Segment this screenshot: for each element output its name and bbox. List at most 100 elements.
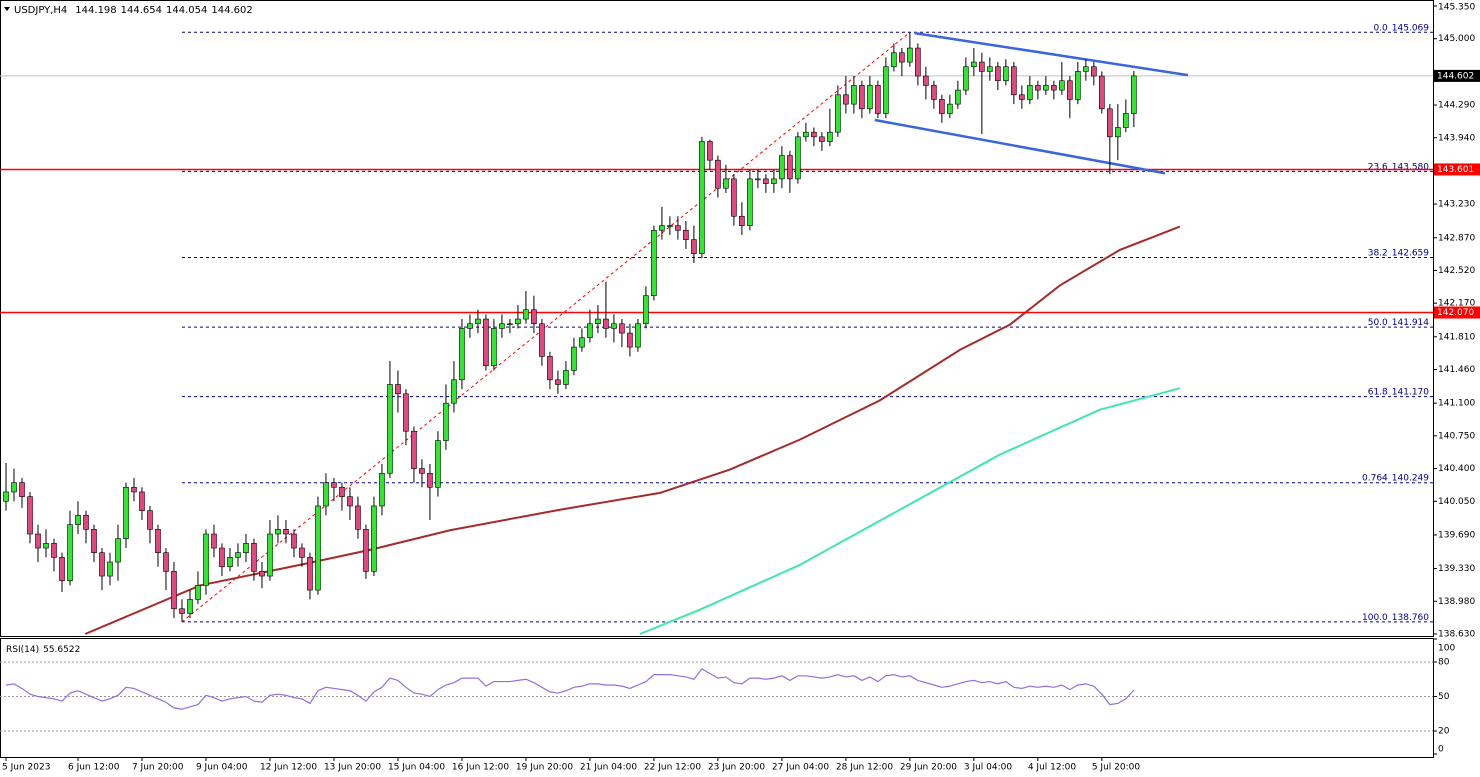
y-tick-label: 138.980 <box>1438 597 1475 607</box>
rsi-y-tick-label: 80 <box>1438 658 1450 668</box>
candle-body <box>323 482 329 507</box>
rsi-plot <box>0 661 1433 732</box>
candle-body <box>1019 94 1025 100</box>
candle-body <box>179 608 185 614</box>
fib-ratio: 38.2 <box>1368 248 1388 258</box>
candle-body <box>411 430 417 469</box>
ohlc-value: 144.054 <box>166 5 207 16</box>
fib-anchor-line <box>181 31 911 623</box>
y-tick-label: 143.230 <box>1438 200 1475 210</box>
fib-level-label: 23.6 143.580 <box>1368 162 1430 172</box>
candle-body <box>147 510 153 530</box>
candle-body <box>371 505 377 572</box>
candle-body <box>715 159 721 189</box>
candle-body <box>835 94 841 133</box>
fib-price: 141.170 <box>1392 387 1429 397</box>
candle-body <box>1115 127 1121 138</box>
candle-body <box>123 486 129 539</box>
candle-body <box>1099 75 1105 110</box>
x-tick-label: 5 Jun 2023 <box>2 763 50 773</box>
candle-body <box>187 599 193 614</box>
candle-body <box>859 85 865 110</box>
y-tick-label: 141.100 <box>1438 399 1475 409</box>
candle-body <box>315 505 321 591</box>
rsi-y-tick-label: 20 <box>1438 727 1450 737</box>
candle-body <box>1027 85 1033 100</box>
candle-body <box>907 47 913 63</box>
candle-body <box>307 557 313 591</box>
y-tick-label: 139.330 <box>1438 564 1475 574</box>
x-tick-label: 3 Jul 04:00 <box>964 763 1013 773</box>
candle-body <box>51 543 57 558</box>
x-tick-label: 23 Jun 20:00 <box>708 763 765 773</box>
candle-body <box>851 85 857 105</box>
candle-body <box>971 61 977 68</box>
candle-body <box>11 482 17 493</box>
level-price-box <box>1434 163 1480 176</box>
candle-body <box>363 529 369 572</box>
candle-body <box>563 370 569 385</box>
candle-body <box>339 486 345 497</box>
candle-body <box>195 585 201 600</box>
rsi-value: 55.6522 <box>43 645 80 655</box>
y-tick-label: 142.170 <box>1438 299 1475 309</box>
candle-body <box>899 52 905 63</box>
candle-body <box>259 571 265 577</box>
rsi-title: RSI(14) <box>6 645 39 655</box>
candle-body <box>843 94 849 105</box>
candle-body <box>923 75 929 86</box>
candle-body <box>243 543 249 553</box>
candle-body <box>347 496 353 507</box>
candle-body <box>27 496 33 535</box>
fib-ratio: 0.0 <box>1373 23 1388 33</box>
candle-body <box>91 529 97 553</box>
y-tick-label: 145.000 <box>1438 34 1475 44</box>
x-tick-label: 7 Jun 20:00 <box>132 763 184 773</box>
candle-body <box>491 328 497 367</box>
candle-body <box>523 309 529 320</box>
y-tick-label: 140.050 <box>1438 497 1475 507</box>
fib-level-label: 0.0 145.069 <box>1373 23 1429 33</box>
candle-body <box>211 533 217 549</box>
fib-ratio: 0.764 <box>1362 473 1388 483</box>
candle-body <box>1067 80 1073 100</box>
candle-body <box>539 323 545 357</box>
rsi-y-tick-label: 0 <box>1438 745 1444 755</box>
candle-body <box>1131 75 1137 114</box>
fib-ratio: 23.6 <box>1368 162 1388 172</box>
candle-body <box>67 524 73 582</box>
candle-body <box>643 295 649 325</box>
candle-body <box>419 468 425 474</box>
candle-body <box>739 215 745 226</box>
candle-body <box>99 552 105 577</box>
y-tick-label: 142.870 <box>1438 233 1475 243</box>
x-tick-label: 5 Jul 20:00 <box>1092 763 1141 773</box>
candle-body <box>35 533 41 549</box>
candle-body <box>387 384 393 474</box>
fib-ratio: 61.8 <box>1368 387 1388 397</box>
candle-body <box>107 561 113 577</box>
x-tick-label: 15 Jun 04:00 <box>388 763 445 773</box>
candle-body <box>459 328 465 381</box>
candle-body <box>355 505 361 530</box>
candle-body <box>43 543 49 549</box>
candle-body <box>219 547 225 568</box>
symbol: USDJPY,H4 <box>14 5 67 16</box>
moving-average <box>84 225 1181 635</box>
candle-body <box>475 318 481 325</box>
candle-body <box>779 155 785 180</box>
level-price-box <box>1434 306 1480 319</box>
candle-body <box>547 356 553 381</box>
candle-body <box>155 529 161 553</box>
candle-body <box>499 323 505 329</box>
fib-price: 138.760 <box>1392 612 1429 622</box>
fib-ratio: 50.0 <box>1368 318 1388 328</box>
candle-body <box>579 337 585 348</box>
candle-body <box>1043 85 1049 91</box>
x-tick-label: 28 Jun 12:00 <box>836 763 893 773</box>
x-tick-label: 29 Jun 20:00 <box>900 763 957 773</box>
candle-body <box>763 178 769 184</box>
candle-body <box>139 491 145 511</box>
